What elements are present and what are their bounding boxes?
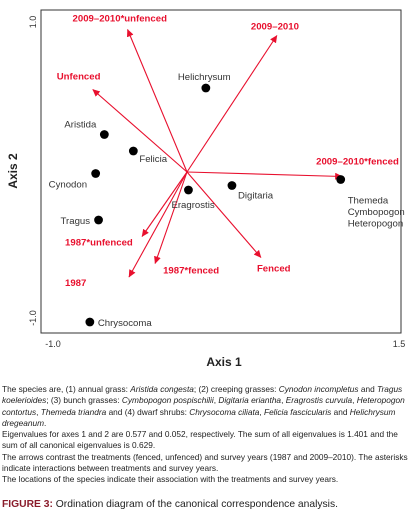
caption-text: , <box>213 395 219 406</box>
caption-text: , <box>281 395 286 406</box>
arrow-vector <box>186 171 343 180</box>
y-tick-label: 1.0 <box>28 16 38 29</box>
species-name: Helichrysum dregeanum <box>2 406 396 428</box>
species-label: Cynodon <box>49 180 87 191</box>
arrow-vector <box>186 171 262 258</box>
species-label: Digitaria <box>238 191 274 202</box>
caption-text: and <box>358 384 377 394</box>
caption-arrows-note: The arrows contrast the treatments (fenc… <box>2 451 408 474</box>
arrow-label: 1987 <box>65 278 86 289</box>
caption-text: The species are, (1) annual grass: <box>2 384 131 394</box>
arrow-label: Fenced <box>257 264 291 275</box>
y-tick-label: -1.0 <box>28 310 38 326</box>
caption-eigenvalues: Eigenvalues for axes 1 and 2 are 0.577 a… <box>2 429 398 451</box>
species-name: Tragus koelerioides <box>2 384 403 406</box>
species-label: Eragrostis <box>171 200 214 211</box>
figure-label: FIGURE 3: <box>2 499 53 510</box>
species-name: Chrysocoma ciliata <box>189 406 260 417</box>
arrow-label: 1987*fenced <box>163 266 219 277</box>
species-name: Cymbopogon pospischilii <box>121 395 214 406</box>
species-point <box>336 175 346 184</box>
x-axis-label: Axis 1 <box>206 355 242 369</box>
species-label: Tragus <box>61 216 91 227</box>
species-label: Aristida <box>64 120 97 131</box>
species-point <box>184 185 193 195</box>
arrow-label: 2009–2010*unfenced <box>73 14 168 25</box>
caption-text: . <box>43 417 47 428</box>
species-name: Felicia fascicularis <box>264 406 332 417</box>
species-label: Felicia <box>139 154 167 165</box>
x-tick-label: -1.0 <box>45 339 61 349</box>
arrow-vector <box>186 35 278 173</box>
caption-text: and <box>331 406 350 417</box>
x-tick-label: 1.5 <box>393 339 406 349</box>
species-name: Digitaria eriantha <box>218 395 282 406</box>
ordination-plot: -1.0 1.5 1.0 -1.0 2009–2010*unfenced 2009–20… <box>6 9 406 369</box>
caption-text: , <box>352 395 357 406</box>
species-name: Eragrostis curvula <box>285 395 353 406</box>
arrow-vector <box>154 171 188 264</box>
species-name: Themeda triandra <box>40 406 107 417</box>
species-point <box>91 169 101 178</box>
species-label: Chrysocoma <box>98 318 153 329</box>
figure-caption: The species are, (1) annual grass: Arist… <box>2 384 415 486</box>
species-name: Aristida congesta <box>130 384 194 394</box>
arrow-vector <box>141 171 188 237</box>
y-axis-label: Axis 2 <box>6 153 20 189</box>
species-label: Themeda Cymbopogon Heteropogon <box>348 196 405 230</box>
arrow-label: 2009–2010*fenced <box>316 157 399 168</box>
species-point <box>201 83 211 93</box>
species-point <box>99 130 109 139</box>
caption-text: and (4) dwarf shrubs: <box>106 406 190 417</box>
caption-text: ; (3) bunch grasses: <box>46 395 122 406</box>
caption-species-paragraph: The species are, (1) annual grass: Arist… <box>2 384 415 429</box>
species-name: Heteropogon contortus <box>2 395 405 417</box>
species-point <box>85 317 95 327</box>
species-point <box>227 181 237 190</box>
arrow-vector <box>127 29 188 173</box>
caption-text: , <box>36 406 41 417</box>
species-point <box>94 215 103 225</box>
caption-text: ; (2) creeping grasses: <box>193 384 279 394</box>
arrow-label: Unfenced <box>57 72 101 83</box>
caption-locations-note: The locations of the species indicate th… <box>2 474 339 485</box>
plot-frame <box>40 9 402 334</box>
arrow-label: 2009–2010 <box>251 22 299 33</box>
figure-title: FIGURE 3: Ordination diagram of the cano… <box>2 499 415 510</box>
figure-title-text: Ordination diagram of the canonical corr… <box>52 499 338 510</box>
species-label: Helichrysum <box>178 72 231 83</box>
species-point <box>128 146 138 156</box>
arrow-vector <box>128 171 188 278</box>
arrow-label: 1987*unfenced <box>65 238 133 249</box>
species-name: Cynodon incompletus <box>278 384 359 394</box>
caption-text: , <box>259 406 264 417</box>
arrow-vector <box>92 89 188 173</box>
